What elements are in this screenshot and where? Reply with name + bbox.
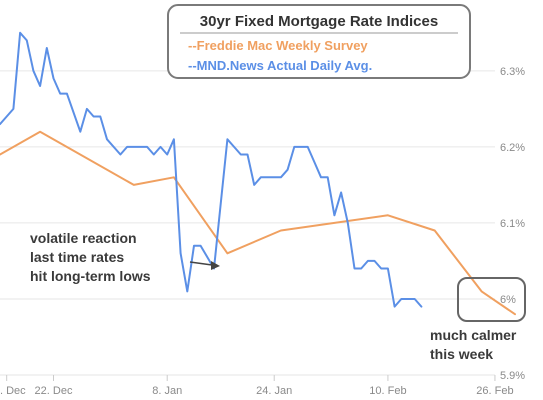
annotation-arrow-line bbox=[189, 261, 213, 266]
series-line-freddie-mac bbox=[0, 130, 516, 316]
annotation-arrowhead bbox=[211, 261, 220, 270]
annotation-line: much calmer bbox=[430, 327, 517, 343]
legend: 30yr Fixed Mortgage Rate Indices --Fredd… bbox=[167, 4, 471, 79]
x-tick-label: 15. Dec bbox=[0, 385, 26, 397]
y-tick-label: 6.2% bbox=[500, 142, 525, 154]
legend-item-mnd-news: --MND.News Actual Daily Avg. bbox=[188, 58, 372, 73]
series-lines bbox=[0, 31, 516, 316]
highlight-box bbox=[457, 277, 526, 322]
annotation-much-calmer: much calmer this week bbox=[430, 277, 526, 362]
y-tick-label: 5.9% bbox=[500, 370, 525, 382]
annotation-line: last time rates bbox=[30, 249, 124, 265]
y-tick-label: 6.3% bbox=[500, 66, 525, 78]
x-axis-ticks: 15. Dec 22. Dec 8. Jan 24. Jan 10. Feb 26. Fe… bbox=[0, 375, 514, 397]
legend-item-freddie-mac: --Freddie Mac Weekly Survey bbox=[188, 38, 368, 53]
annotation-line: this week bbox=[430, 346, 493, 362]
x-tick-label: 26. Feb bbox=[476, 385, 513, 397]
annotation-line: volatile reaction bbox=[30, 230, 137, 246]
x-tick-label: 8. Jan bbox=[152, 385, 182, 397]
chart-title: 30yr Fixed Mortgage Rate Indices bbox=[200, 13, 438, 30]
x-tick-label: 10. Feb bbox=[369, 385, 406, 397]
y-tick-label: 6% bbox=[500, 294, 516, 306]
legend-box bbox=[167, 4, 471, 79]
x-tick-label: 22. Dec bbox=[35, 385, 73, 397]
annotation-line: hit long-term lows bbox=[30, 268, 151, 284]
series-line-mnd-news bbox=[0, 31, 423, 308]
y-axis-ticks: 6.3% 6.2% 6.1% 6% 5.9% bbox=[500, 66, 525, 382]
y-tick-label: 6.1% bbox=[500, 218, 525, 230]
annotation-volatile-reaction: volatile reaction last time rates hit lo… bbox=[30, 230, 220, 284]
x-tick-label: 24. Jan bbox=[256, 385, 292, 397]
